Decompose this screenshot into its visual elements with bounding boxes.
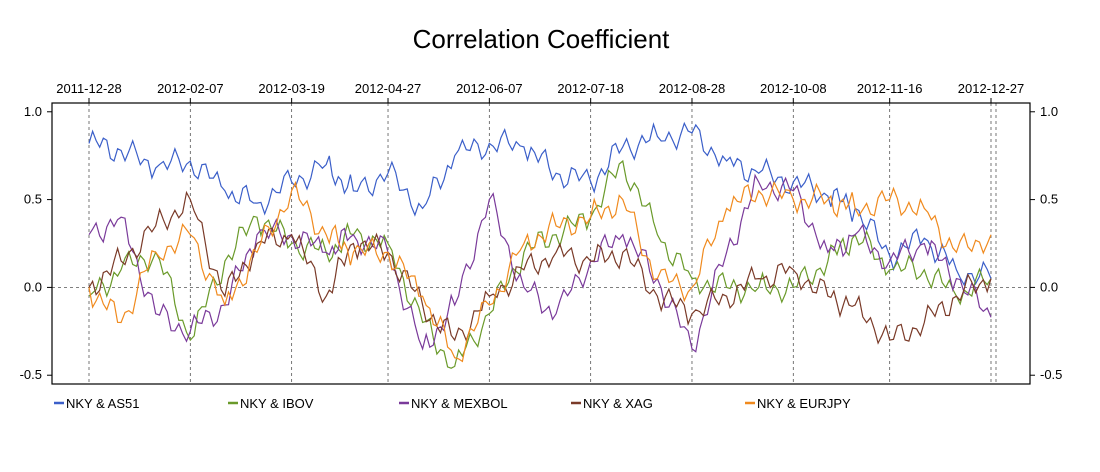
series-line-0 [88, 121, 992, 287]
x-tick-label: 2012-06-07 [456, 81, 523, 96]
series-line-3 [88, 190, 992, 345]
y-tick-label-right: 0.5 [1040, 192, 1058, 207]
legend-label: NKY & XAG [583, 396, 653, 411]
x-tick-label: 2012-03-19 [258, 81, 325, 96]
y-tick-label-right: 1.0 [1040, 104, 1058, 119]
series-layer [88, 121, 992, 369]
x-tick-label: 2012-11-16 [857, 81, 923, 96]
legend: NKY & AS51 NKY & IBOV NKY & MEXBOL NKY & XA… [54, 396, 851, 411]
x-tick-label: 2012-12-27 [958, 81, 1025, 96]
axis-layer: 2011-12-28 2012-02-07 2012-03-19 2012-04-27… [20, 81, 1063, 382]
x-tick-label: 2012-07-18 [557, 81, 624, 96]
x-tick-label: 2011-12-28 [56, 81, 122, 96]
x-tick-label: 2012-08-28 [659, 81, 726, 96]
y-tick-label-left: -0.5 [20, 367, 42, 382]
legend-label: NKY & EURJPY [757, 396, 851, 411]
y-tick-label-right: -0.5 [1040, 367, 1062, 382]
legend-label: NKY & IBOV [240, 396, 314, 411]
plot-frame [51, 102, 1031, 385]
y-tick-label-left: 1.0 [24, 104, 42, 119]
legend-label: NKY & MEXBOL [411, 396, 508, 411]
x-tick-label: 2012-04-27 [355, 81, 422, 96]
legend-label: NKY & AS51 [66, 396, 139, 411]
grid-layer [52, 103, 1030, 384]
y-tick-label-left: 0.5 [24, 192, 42, 207]
series-line-1 [88, 159, 992, 369]
x-tick-label: 2012-02-07 [157, 81, 224, 96]
y-tick-label-right: 0.0 [1040, 279, 1058, 294]
x-tick-label: 2012-10-08 [760, 81, 827, 96]
series-line-4 [88, 180, 992, 363]
chart-title: Correlation Coefficient [412, 24, 670, 54]
y-tick-label-left: 0.0 [24, 279, 42, 294]
